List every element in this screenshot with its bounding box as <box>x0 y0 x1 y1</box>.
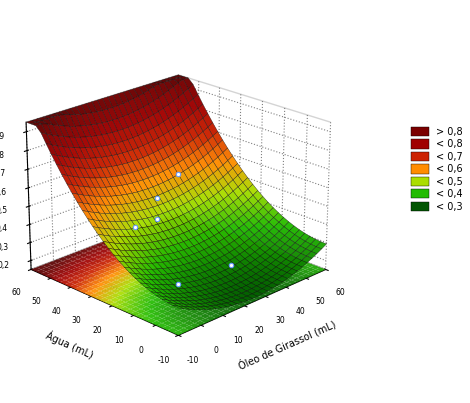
Legend: > 0,8, < 0,8, < 0,7, < 0,6, < 0,5, < 0,4, < 0,3: > 0,8, < 0,8, < 0,7, < 0,6, < 0,5, < 0,4… <box>409 125 465 214</box>
X-axis label: Óleo de Girassol (mL): Óleo de Girassol (mL) <box>236 318 337 371</box>
Y-axis label: Água (mL): Água (mL) <box>44 329 95 360</box>
